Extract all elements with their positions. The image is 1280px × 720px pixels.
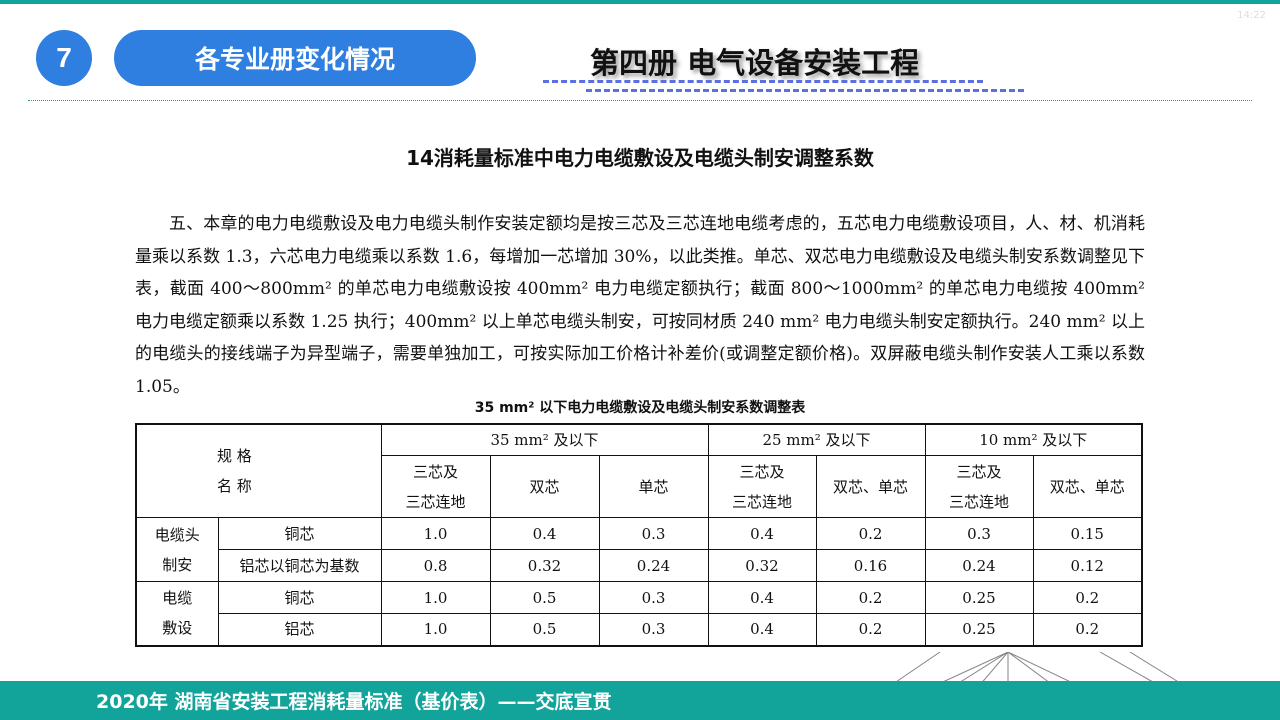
decor-dash [586,89,1024,92]
table-cell: 0.25 [924,613,1034,646]
table-cell: 三芯及 三芯连地 [380,455,491,518]
table-cell: 0.3 [924,517,1034,550]
footer-bar [0,681,1280,720]
table-cell: 0.4 [707,581,817,614]
table-cell: 0.24 [924,549,1034,582]
table-cell: 双芯 [489,455,600,518]
divider [28,100,1252,101]
table-cell: 0.25 [924,581,1034,614]
table-caption: 35 mm² 以下电力电缆敷设及电缆头制安系数调整表 [474,400,806,416]
table-cell: 0.3 [598,581,709,614]
table-cell: 0.2 [1032,613,1143,646]
timestamp: 14:22 [1237,10,1266,21]
table-cell: 0.16 [815,549,926,582]
table-cell: 0.32 [707,549,817,582]
table-cell: 单芯 [598,455,709,518]
table-cell: 0.24 [598,549,709,582]
table-cell: 1.0 [380,613,491,646]
table-cell: 铝芯 [217,613,382,646]
table-cell: 铜芯 [217,581,382,614]
table-cell: 0.5 [489,613,600,646]
table-cell: 0.3 [598,613,709,646]
table-cell: 0.4 [489,517,600,550]
table-cell: 0.5 [489,581,600,614]
table-header-row: 规 格 名 称 35 mm² 及以下 25 mm² 及以下 10 mm² 及以下 [135,423,1143,518]
table-cell: 规 格 名 称 [135,423,382,518]
table-cell: 铝芯以铜芯为基数 [217,549,382,582]
table-cell: 电缆 敷设 [135,581,219,646]
table-cell: 0.15 [1032,517,1143,550]
page-heading: 14消耗量标准中电力电缆敷设及电缆头制安调整系数 [406,146,874,170]
table-header-row: 三芯及 三芯连地 双芯 单芯 三芯及 三芯连地 双芯、单芯 三芯及 三芯连地 双芯、单芯 [136,455,1143,518]
table-cell: 1.0 [380,581,491,614]
table-cell: 0.4 [707,613,817,646]
body-paragraph: 五、本章的电力电缆敷设及电力电缆头制作安装定额均是按三芯及三芯连地电缆考虑的，五… [135,214,1145,397]
table-cell: 三芯及 三芯连地 [707,455,817,518]
table-cell: 双芯、单芯 [815,455,926,518]
footer-text: 2020年 湖南省安装工程消耗量标准（基价表）——交底宣贯 [96,691,612,713]
table-cell: 0.2 [815,517,926,550]
table-cell: 25 mm² 及以下 [707,423,926,456]
table-cell: 电缆头 制安 [135,517,219,582]
table-row: 电缆 敷设 铜芯 1.0 0.5 0.3 0.4 0.2 0.25 0.2 [135,581,1143,646]
table-row: 电缆头 制安 铜芯 1.0 0.4 0.3 0.4 0.2 0.3 0.15 [135,517,1143,582]
table-cell: 0.2 [815,581,926,614]
table-cell: 0.12 [1032,549,1143,582]
table-cell: 0.4 [707,517,817,550]
table-row: 铝芯 1.0 0.5 0.3 0.4 0.2 0.25 0.2 [136,613,1143,646]
table-cell: 1.0 [380,517,491,550]
table-cell: 0.2 [1032,581,1143,614]
table-row: 铝芯以铜芯为基数 0.8 0.32 0.24 0.32 0.16 0.24 0.12 [136,549,1143,582]
volume-title: 第四册 电气设备安装工程 [590,46,920,80]
section-title: 各专业册变化情况 [114,30,476,86]
table-cell: 35 mm² 及以下 [380,423,709,456]
decor-dash [543,80,983,83]
table-cell: 0.8 [380,549,491,582]
table-cell: 三芯及 三芯连地 [924,455,1034,518]
coefficient-table: 规 格 名 称 35 mm² 及以下 25 mm² 及以下 10 mm² 及以下 三芯及… [135,423,1143,647]
table-cell: 0.32 [489,549,600,582]
table-cell: 0.2 [815,613,926,646]
section-number-badge: 7 [36,30,92,86]
top-bar [0,0,1280,4]
table-cell: 铜芯 [217,517,382,550]
table-cell: 双芯、单芯 [1032,455,1143,518]
table-cell: 0.3 [598,517,709,550]
table-cell: 10 mm² 及以下 [924,423,1143,456]
